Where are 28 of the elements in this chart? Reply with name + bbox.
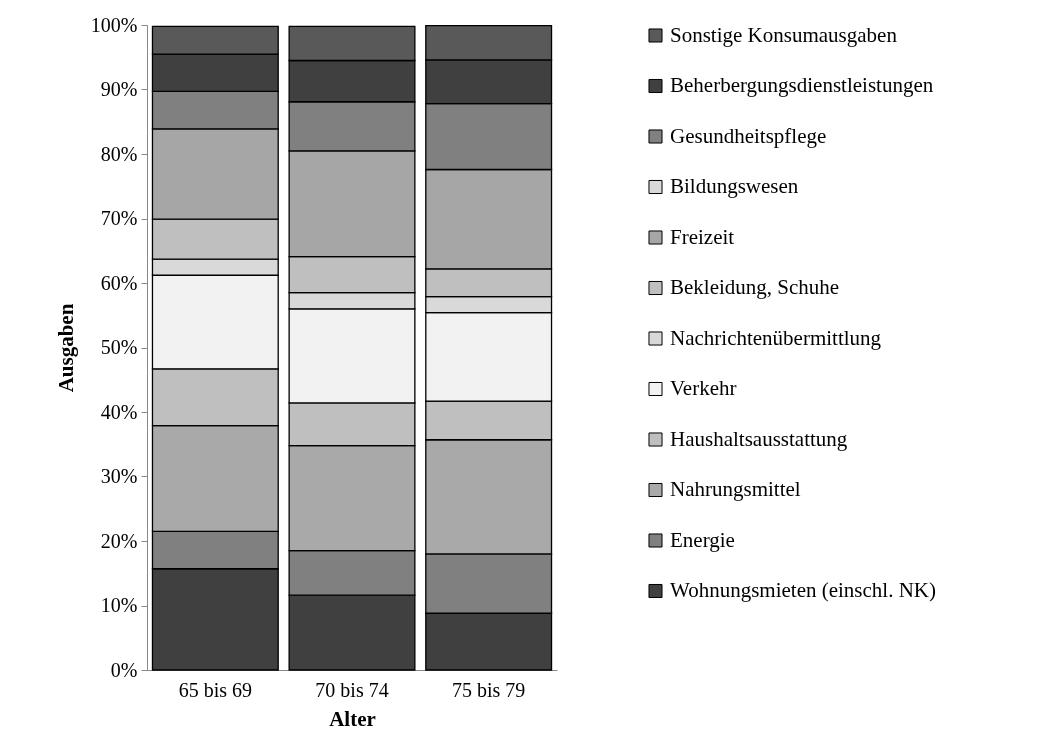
- x-tick-label: 75 bis 79: [451, 678, 526, 701]
- y-tick-label: 50%: [100, 336, 138, 358]
- legend-label: Beherbergungsdienstleistungen: [670, 73, 934, 97]
- y-tick-label: 30%: [100, 465, 138, 487]
- legend-label: Sonstige Konsumausgaben: [670, 22, 898, 47]
- y-tick-label: 90%: [100, 78, 138, 100]
- y-tick-label: 60%: [100, 271, 138, 294]
- y-tick-label: 10%: [100, 594, 138, 616]
- legend-label: Bekleidung, Schuhe: [670, 275, 840, 299]
- x-axis-title: Alter: [329, 706, 376, 731]
- y-tick-label: 0%: [110, 658, 138, 681]
- y-tick-label: 20%: [100, 529, 138, 552]
- y-tick-label: 80%: [100, 142, 138, 165]
- legend-label: Energie: [670, 527, 735, 552]
- legend-label: Wohnungsmieten (einschl. NK): [670, 578, 937, 602]
- legend-label: Verkehr: [670, 376, 737, 400]
- legend-label: Nahrungsmittel: [670, 477, 801, 501]
- legend-label: Gesundheitspflege: [670, 123, 827, 148]
- x-tick-label: 70 bis 74: [315, 678, 389, 701]
- y-tick-label: 100%: [90, 13, 138, 36]
- y-tick-label: 40%: [100, 400, 138, 423]
- y-tick-label: 70%: [100, 207, 138, 229]
- legend-label: Nachrichtenübermittlung: [670, 325, 882, 350]
- legend-label: Freizeit: [670, 224, 735, 249]
- x-tick-label: 65 bis 69: [178, 678, 253, 701]
- legend-label: Haushaltsausstattung: [670, 426, 848, 451]
- legend-label: Bildungswesen: [670, 174, 799, 198]
- y-axis-title: Ausgaben: [53, 303, 78, 393]
